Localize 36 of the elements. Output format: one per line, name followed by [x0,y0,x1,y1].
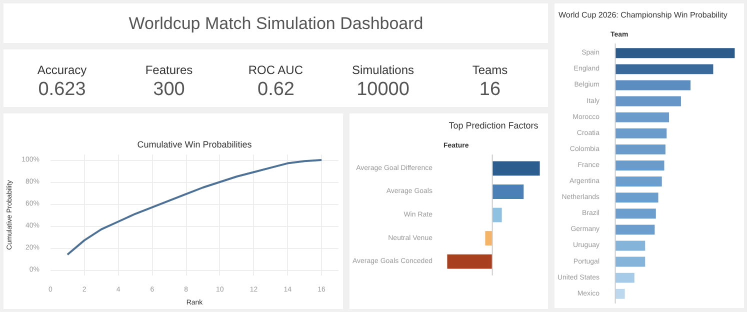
bar [615,96,681,106]
category-label: Features [145,62,193,77]
category-label: Teams [472,62,508,77]
text: Worldcup Match Simulation Dashboard [128,14,424,33]
data-label: 300 [153,79,185,100]
bar [492,208,502,222]
bar [492,161,540,176]
bar [615,80,691,90]
bar [615,64,714,74]
bar [615,144,666,154]
category-label: ROC AUC [248,62,304,77]
bar [615,272,634,283]
bar [615,208,656,219]
bar [447,254,492,269]
chart-title: World Cup 2026: Championship Win Probability [558,10,728,20]
bar [615,224,655,235]
bar [615,240,646,251]
bar [492,184,524,199]
category-label: Simulations [352,62,414,77]
bar [615,192,658,203]
data-label: 16 [479,79,501,100]
bar [615,288,625,299]
bar [615,128,667,138]
chart-title: Cumulative Win Probabilities [137,140,252,150]
bar [615,112,670,122]
line-series [66,159,323,256]
data-label: 0.623 [38,79,86,100]
bar [615,160,664,170]
bar [485,231,492,246]
data-label: 0.62 [258,79,294,100]
bar [615,176,662,186]
chart-title: Top Prediction Factors [448,120,539,130]
bar [615,256,646,267]
bar [615,48,735,58]
category-label: Accuracy [37,62,87,77]
data-label: 10000 [356,79,410,100]
